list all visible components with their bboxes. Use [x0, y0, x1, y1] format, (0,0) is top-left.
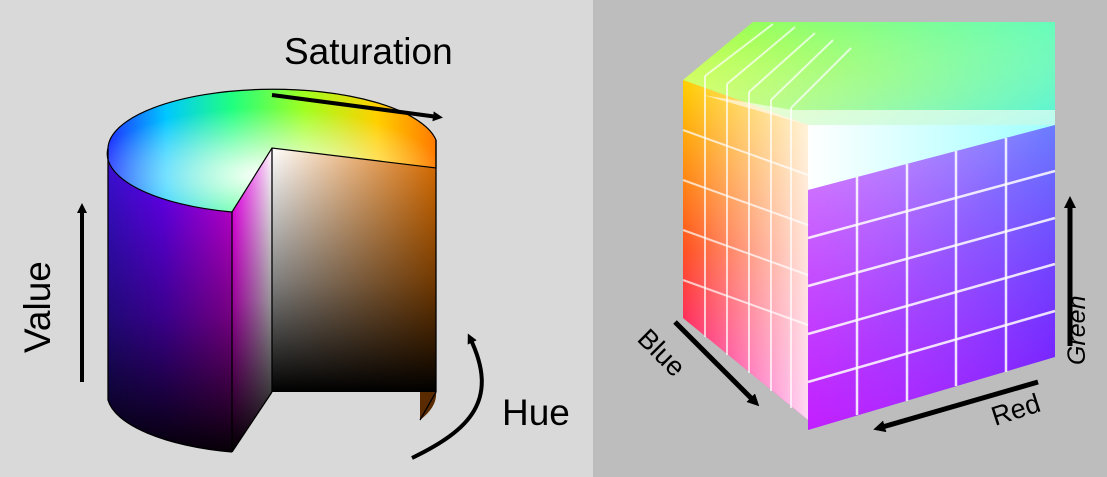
cylinder-outline: [107, 140, 437, 453]
rgb-cube-diagram: Blue Red Green: [632, 22, 1091, 433]
green-label: Green: [1063, 296, 1091, 365]
hsv-cylinder-diagram: Saturation Value Hue: [17, 31, 570, 460]
cube-front-grid: [807, 138, 1056, 415]
cylinder-cut-faces: [232, 148, 436, 452]
saturation-arrow: [271, 93, 443, 122]
red-arrow: [873, 379, 1039, 433]
hsv-cylinder-panel: Saturation Value Hue: [0, 0, 593, 477]
saturation-label: Saturation: [284, 31, 453, 72]
rgb-cube-panel: Blue Red Green: [593, 0, 1107, 477]
cube-step-lines: [682, 23, 852, 408]
hue-label: Hue: [502, 392, 570, 433]
cylinder-top-disc: [106, 88, 437, 213]
value-label: Value: [17, 261, 58, 353]
blue-arrow: [673, 320, 760, 407]
hue-arrow: [411, 333, 484, 460]
